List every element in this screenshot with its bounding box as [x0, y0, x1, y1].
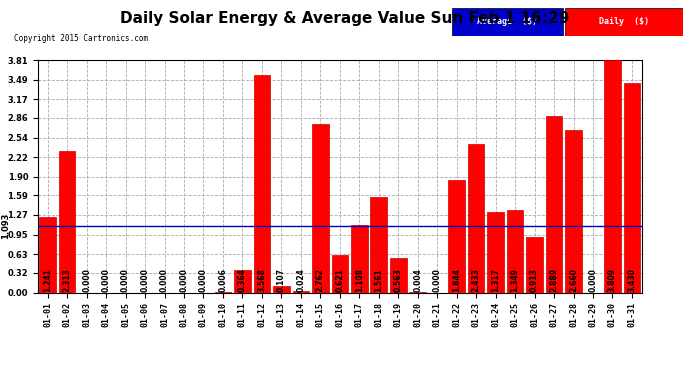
Text: 0.913: 0.913: [530, 268, 539, 292]
Text: 3.568: 3.568: [257, 268, 266, 292]
Text: 0.004: 0.004: [413, 268, 422, 292]
Text: Average  ($): Average ($): [477, 17, 538, 26]
Bar: [351, 225, 368, 292]
Bar: [312, 124, 328, 292]
Text: 0.621: 0.621: [335, 268, 344, 292]
Text: 1.093: 1.093: [1, 213, 10, 239]
Text: 0.000: 0.000: [121, 268, 130, 292]
Text: 2.762: 2.762: [316, 268, 325, 292]
Bar: [507, 210, 524, 292]
Text: 0.000: 0.000: [101, 268, 110, 292]
Text: 0.000: 0.000: [589, 268, 598, 292]
Text: 0.000: 0.000: [433, 268, 442, 292]
Bar: [604, 60, 621, 292]
Bar: [624, 83, 640, 292]
Bar: [39, 217, 56, 292]
Text: 0.563: 0.563: [394, 268, 403, 292]
Text: 1.349: 1.349: [511, 268, 520, 292]
Text: 1.317: 1.317: [491, 268, 500, 292]
Bar: [293, 291, 309, 292]
Text: 0.000: 0.000: [179, 268, 188, 292]
Text: 1.844: 1.844: [452, 268, 461, 292]
Text: 3.809: 3.809: [608, 268, 617, 292]
Text: 2.433: 2.433: [472, 268, 481, 292]
Text: 0.024: 0.024: [297, 268, 306, 292]
Text: 0.107: 0.107: [277, 268, 286, 292]
Text: 0.000: 0.000: [82, 268, 91, 292]
Text: 0.000: 0.000: [199, 268, 208, 292]
Bar: [448, 180, 465, 292]
Text: 2.889: 2.889: [549, 268, 559, 292]
Bar: [254, 75, 270, 292]
Text: 1.561: 1.561: [374, 268, 383, 292]
Text: Daily  ($): Daily ($): [599, 17, 649, 26]
FancyBboxPatch shape: [452, 8, 563, 36]
Text: 0.364: 0.364: [238, 268, 247, 292]
Bar: [390, 258, 406, 292]
Text: 0.006: 0.006: [219, 268, 228, 292]
Text: 2.660: 2.660: [569, 268, 578, 292]
Bar: [371, 197, 387, 292]
Bar: [565, 130, 582, 292]
Bar: [526, 237, 543, 292]
Text: 0.000: 0.000: [160, 268, 169, 292]
Bar: [332, 255, 348, 292]
Bar: [273, 286, 290, 292]
Bar: [234, 270, 250, 292]
Bar: [59, 152, 75, 292]
Text: 0.000: 0.000: [141, 268, 150, 292]
Bar: [487, 212, 504, 292]
Bar: [468, 144, 484, 292]
Text: Copyright 2015 Cartronics.com: Copyright 2015 Cartronics.com: [14, 34, 148, 43]
Text: 1.108: 1.108: [355, 268, 364, 292]
FancyBboxPatch shape: [565, 8, 683, 36]
Text: 1.241: 1.241: [43, 268, 52, 292]
Text: 3.430: 3.430: [627, 268, 636, 292]
Text: Daily Solar Energy & Average Value Sun Feb 1 16:29: Daily Solar Energy & Average Value Sun F…: [120, 11, 570, 26]
Text: 2.313: 2.313: [63, 268, 72, 292]
Bar: [546, 116, 562, 292]
